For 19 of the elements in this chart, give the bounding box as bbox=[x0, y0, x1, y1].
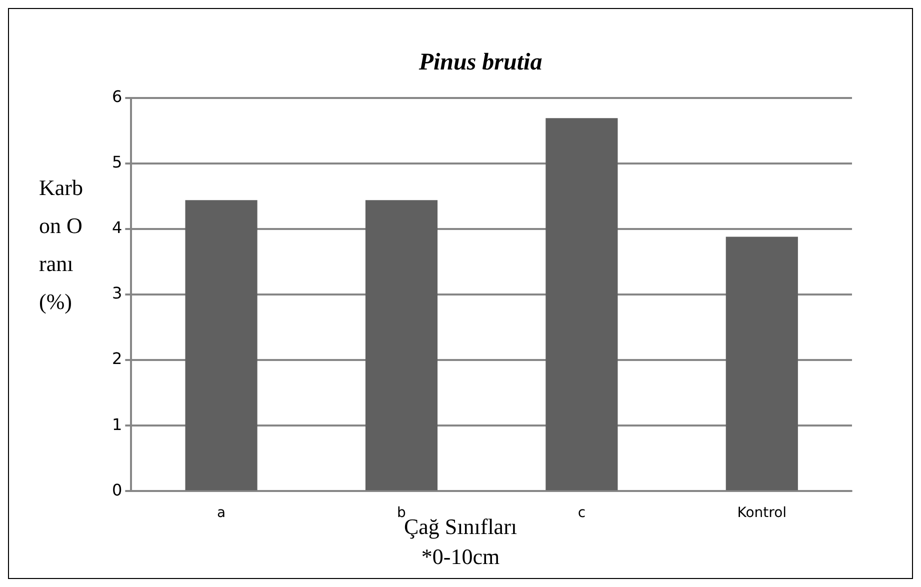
bar bbox=[365, 200, 438, 490]
y-tick-label: 5 bbox=[112, 152, 122, 172]
x-tick-label: b bbox=[397, 505, 406, 522]
chart-title: Pinus brutia bbox=[418, 50, 542, 76]
bar bbox=[726, 236, 798, 490]
y-tick-label: 2 bbox=[112, 349, 122, 368]
y-tick-label: 1 bbox=[112, 414, 122, 434]
x-tick-label: a bbox=[216, 505, 226, 522]
bar bbox=[546, 118, 618, 490]
y-tick-label: 6 bbox=[112, 86, 122, 106]
x-tick-label: Kontrol bbox=[737, 505, 787, 522]
x-tick-label: c bbox=[578, 505, 586, 522]
y-tick-label: 4 bbox=[112, 218, 122, 238]
y-axis-title: Karbon Oranı (%) bbox=[39, 174, 83, 316]
text: *0-10cm bbox=[420, 544, 501, 570]
y-tick-label: 0 bbox=[112, 480, 122, 500]
y-tick-label: 3 bbox=[112, 284, 122, 303]
x-axis-title: Çağ Sınıfları bbox=[404, 514, 518, 539]
bar bbox=[185, 200, 258, 490]
